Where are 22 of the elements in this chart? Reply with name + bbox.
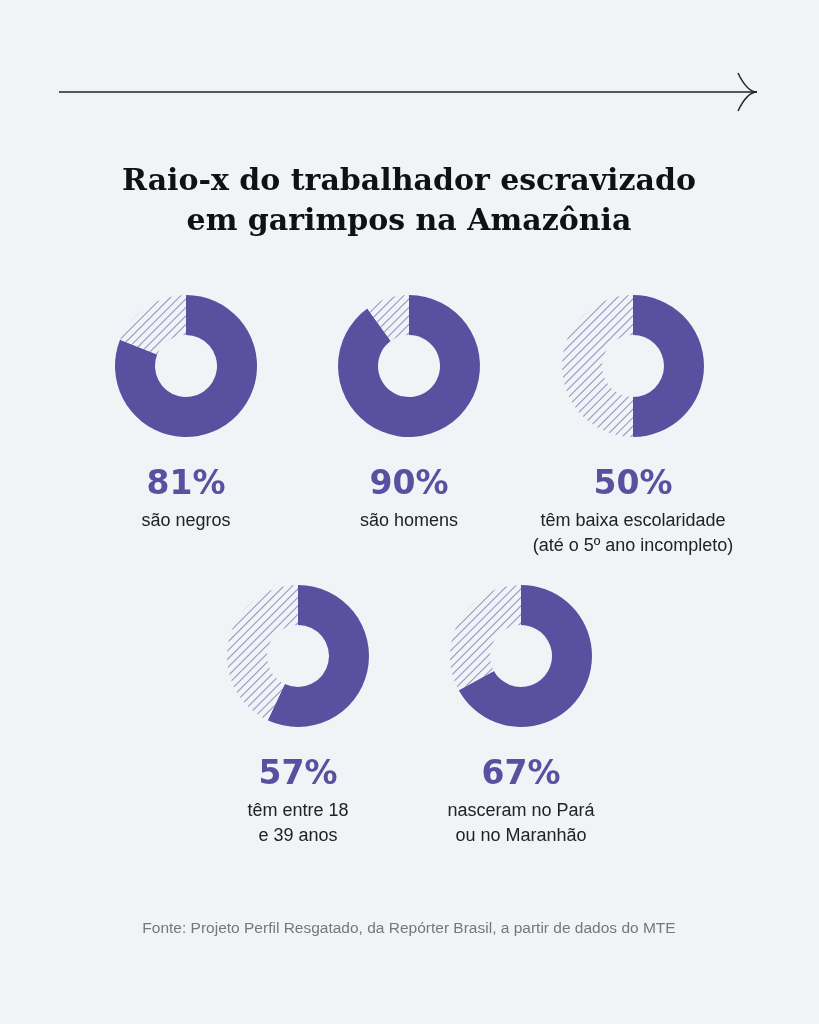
slice-label: são homens xyxy=(359,510,459,530)
donut-slice xyxy=(367,295,409,341)
text: Raio-x do trabalhador escravizado em garimpos na Amazônia xyxy=(122,162,696,237)
slice-label: têm baixa escolaridade (até o 5º ano incompleto) xyxy=(532,510,734,555)
slice-label: são negros xyxy=(141,510,231,530)
donut-slice xyxy=(458,585,592,727)
data-label: 67% xyxy=(481,753,561,792)
donut-slice xyxy=(115,295,257,437)
source-note: Fonte: Projeto Perfil Resgatado, da Repórter Brasil, a partir de dados do MTE xyxy=(142,919,676,936)
donut-slice xyxy=(227,585,298,721)
slice-label: têm entre 18 e 39 anos xyxy=(247,800,349,845)
data-label: 81% xyxy=(146,463,226,502)
donut-slice xyxy=(450,585,521,691)
data-label: 57% xyxy=(258,753,338,792)
slice-label: nasceram no Pará ou no Maranhão xyxy=(447,800,596,845)
data-label: 90% xyxy=(369,463,449,502)
donut-slice xyxy=(338,295,480,437)
donut-slice xyxy=(119,295,186,355)
donut-slice xyxy=(633,295,704,437)
donut-slice xyxy=(267,585,369,727)
data-label: 50% xyxy=(593,463,673,502)
donut-slice xyxy=(562,295,633,437)
